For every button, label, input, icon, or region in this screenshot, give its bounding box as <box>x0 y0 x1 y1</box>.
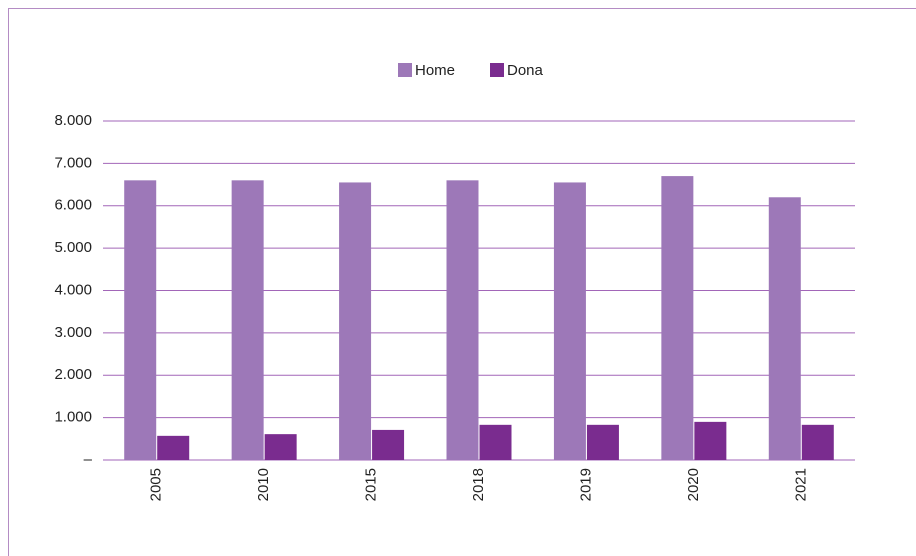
y-tick-label: – <box>84 451 93 468</box>
bar <box>124 180 157 460</box>
bar <box>479 424 512 460</box>
y-tick-label: 4.000 <box>54 281 92 298</box>
x-tick-label: 2018 <box>470 468 487 501</box>
y-tick-label: 7.000 <box>54 154 92 171</box>
y-tick-label: 1.000 <box>54 409 92 426</box>
legend-label: Dona <box>507 62 544 79</box>
legend-swatch <box>398 63 412 77</box>
x-tick-label: 2010 <box>255 468 272 501</box>
bar <box>264 434 297 460</box>
bar <box>661 176 694 460</box>
x-tick-label: 2021 <box>792 468 809 501</box>
bar <box>446 180 479 460</box>
x-tick-label: 2005 <box>148 468 165 501</box>
bar <box>231 180 264 460</box>
legend-label: Home <box>415 62 455 79</box>
legend-swatch <box>490 63 504 77</box>
frame <box>8 8 916 556</box>
x-tick-label: 2020 <box>685 468 702 501</box>
bar <box>694 421 727 460</box>
bar <box>372 429 405 460</box>
bar <box>157 435 190 460</box>
y-tick-label: 6.000 <box>54 197 92 214</box>
bar <box>801 424 834 460</box>
y-tick-label: 2.000 <box>54 366 92 383</box>
bar <box>339 182 372 460</box>
y-tick-label: 8.000 <box>54 112 92 129</box>
bar <box>553 182 586 460</box>
x-tick-label: 2019 <box>577 468 594 501</box>
bar <box>768 197 801 460</box>
y-tick-label: 3.000 <box>54 324 92 341</box>
bar <box>586 424 619 460</box>
y-tick-label: 5.000 <box>54 239 92 256</box>
x-tick-label: 2015 <box>363 468 380 501</box>
